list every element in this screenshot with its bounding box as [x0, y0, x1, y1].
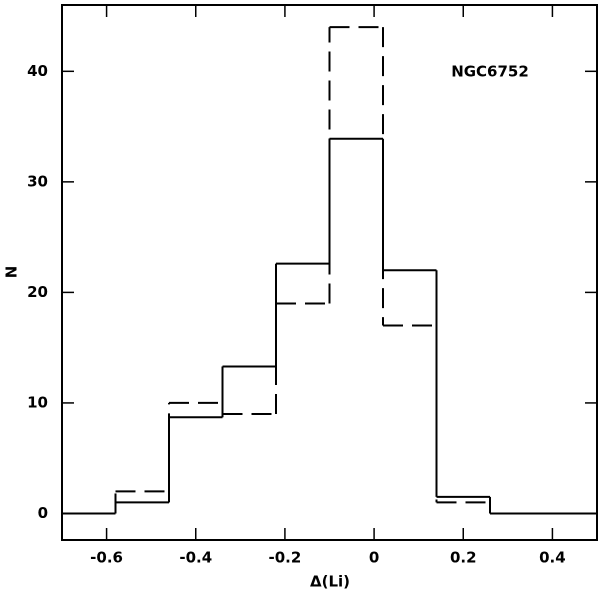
x-tick-label: 0 — [369, 549, 379, 567]
y-tick-label: 20 — [27, 283, 48, 301]
x-tick-label: -0.2 — [269, 549, 302, 567]
x-axis-label: Δ(Li) — [310, 573, 350, 591]
y-axis-label: N — [3, 266, 21, 279]
x-tick-label: 0.4 — [539, 549, 566, 567]
y-tick-label: 40 — [27, 62, 48, 80]
y-tick-label: 0 — [38, 504, 48, 522]
y-tick-label: 30 — [27, 172, 48, 190]
annotation: NGC6752 — [451, 63, 529, 81]
x-tick-label: -0.6 — [90, 549, 123, 567]
x-tick-label: 0.2 — [450, 549, 477, 567]
plot-frame — [61, 4, 598, 541]
y-tick-label: 10 — [27, 393, 48, 411]
x-tick-label: -0.4 — [179, 549, 212, 567]
